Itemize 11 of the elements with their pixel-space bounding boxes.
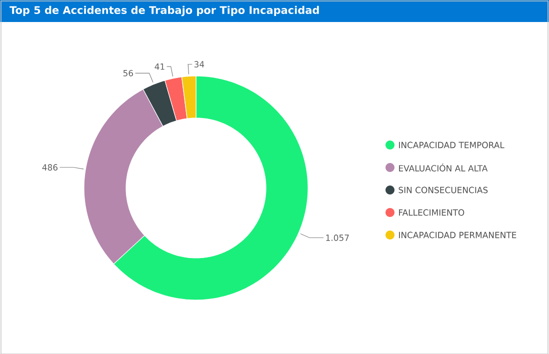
- data-label: 41: [154, 63, 164, 70]
- legend-label: SIN CONSECUENCIAS: [398, 186, 488, 194]
- legend-label: INCAPACIDAD PERMANENTE: [399, 232, 516, 238]
- data-label: 34: [194, 60, 204, 68]
- data-label: 1.057: [326, 234, 349, 241]
- chart-title: Top 5 de Accidentes de Trabajo por Tipo Incapacidad: [10, 6, 319, 16]
- legend-label: FALLECIMIENTO: [399, 209, 464, 216]
- legend-label: INCAPACIDAD TEMPORAL: [399, 142, 504, 148]
- data-label: 486: [42, 164, 58, 170]
- data-label: 56: [123, 70, 134, 76]
- legend-label: EVALUACIÓN AL ALTA: [399, 163, 488, 172]
